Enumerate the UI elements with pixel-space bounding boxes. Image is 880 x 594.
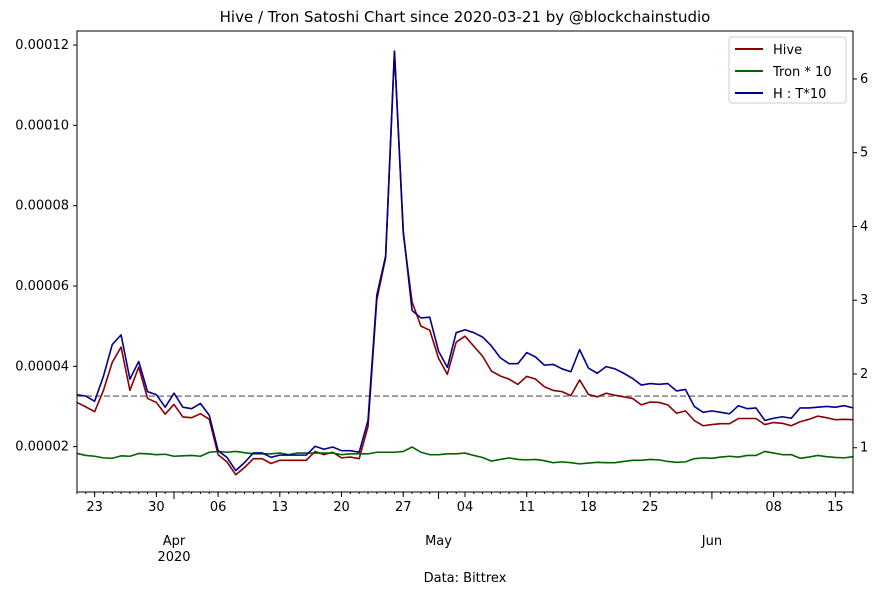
series-line-tron-10 (76, 446, 854, 465)
y-left-tick-label: 0.00002 (15, 440, 69, 455)
x-minor-tick-label: 13 (272, 500, 289, 515)
x-minor-tick-label: 18 (580, 500, 597, 515)
y-right-tick-label: 4 (860, 219, 868, 234)
x-minor-tick-label: 27 (395, 500, 412, 515)
x-minor-tick-label: 30 (148, 500, 165, 515)
x-minor-tick-label: 06 (210, 500, 227, 515)
x-major-tick-label: 2020 (157, 550, 190, 565)
legend-box (728, 36, 847, 104)
legend-entry: Tron * 10 (772, 65, 832, 80)
x-axis-label: Data: Bittrex (424, 571, 507, 586)
x-major-tick-label: Apr (163, 534, 186, 549)
y-left-tick-label: 0.00008 (15, 199, 69, 214)
y-left-tick-label: 0.00006 (15, 279, 69, 294)
legend-entry: Hive (773, 43, 802, 58)
x-minor-tick-label: 04 (457, 500, 474, 515)
x-minor-tick-label: 20 (333, 500, 350, 515)
series-line-h-t-10 (76, 50, 854, 472)
y-left-tick-label: 0.00012 (15, 38, 69, 53)
plot-area: 0.00002 0.00004 0.00006 0.00008 0.00010 0.000… (15, 30, 868, 565)
y-right-tick-label: 3 (860, 293, 868, 308)
y-left-tick-label: 0.00010 (15, 118, 69, 133)
y-right-tick-label: 5 (860, 146, 868, 161)
x-minor-tick-label: 08 (765, 500, 782, 515)
x-minor-tick-label: 25 (642, 500, 659, 515)
x-major-tick-label: Jun (701, 534, 722, 549)
legend-entry: H : T*10 (773, 87, 826, 102)
legend: Hive Tron * 10 H : T*10 (728, 36, 847, 104)
x-major-tick-label: May (425, 534, 452, 549)
series-line-hive (76, 50, 854, 476)
y-left-tick-label: 0.00004 (15, 359, 69, 374)
y-right-tick-label: 2 (860, 367, 868, 382)
chart-title: Hive / Tron Satoshi Chart since 2020-03-… (220, 8, 711, 26)
y-right-tick-label: 6 (860, 72, 868, 87)
y-right-tick-label: 1 (860, 441, 868, 456)
x-minor-tick-label: 23 (86, 500, 103, 515)
x-minor-tick-label: 11 (518, 500, 535, 515)
x-minor-tick-label: 15 (827, 500, 844, 515)
